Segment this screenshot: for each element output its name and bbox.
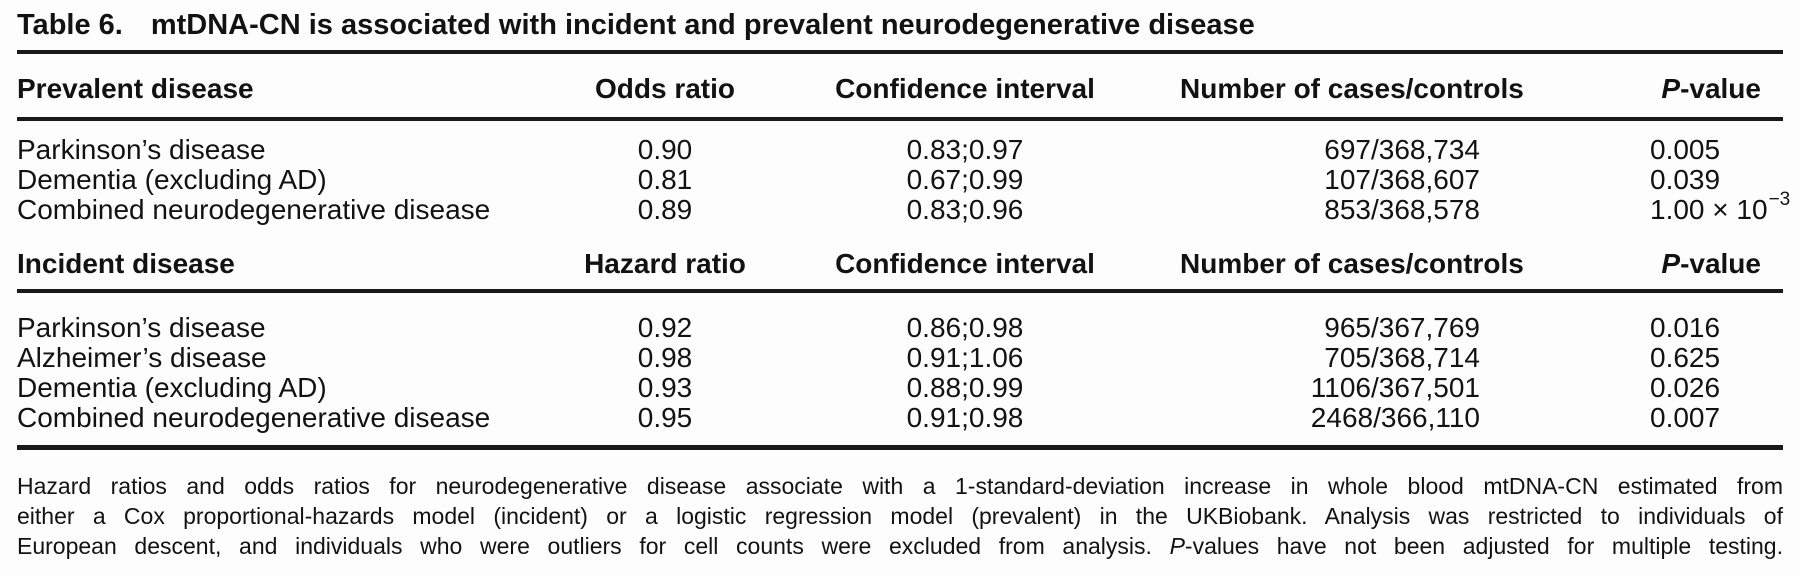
ci-cell: 0.86;0.98 <box>906 312 1024 343</box>
column-header-cases-controls: Number of cases/controls <box>1180 54 1524 121</box>
table-row: Dementia (excluding AD) 0.81 0.67;0.99 1… <box>17 165 1783 195</box>
disease-cell: Combined neurodegenerative disease <box>17 402 491 433</box>
disease-cell: Alzheimer’s disease <box>17 342 267 373</box>
table-row: Parkinson’s disease 0.90 0.83;0.97 697/3… <box>17 119 1783 165</box>
ratio-cell: 0.90 <box>637 134 693 165</box>
cases-cell: 965/367,769 <box>1324 312 1480 343</box>
cases-cell: 705/368,714 <box>1324 342 1480 373</box>
footnote-line: either a Cox proportional-hazards model … <box>17 503 1783 529</box>
ci-cell: 0.83;0.96 <box>906 194 1024 225</box>
ratio-cell: 0.89 <box>637 194 693 225</box>
ratio-cell: 0.93 <box>637 372 693 403</box>
column-header-hazard-ratio: Hazard ratio <box>580 225 750 293</box>
disease-cell: Combined neurodegenerative disease <box>17 194 491 225</box>
footnote-line: Hazard ratios and odds ratios for neurod… <box>17 473 1783 499</box>
table-row: Dementia (excluding AD) 0.93 0.88;0.99 1… <box>17 373 1783 403</box>
ratio-cell: 0.92 <box>637 312 693 343</box>
table-row: Parkinson’s disease 0.92 0.86;0.98 965/3… <box>17 291 1783 343</box>
ci-cell: 0.67;0.99 <box>906 164 1024 195</box>
ratio-cell: 0.81 <box>637 164 693 195</box>
prevalent-section: Prevalent disease Odds ratio Confidence … <box>17 54 1791 225</box>
footnote-line: European descent, and individuals who we… <box>17 533 1783 559</box>
ratio-cell: 0.95 <box>637 402 693 433</box>
column-header-p-value: P-value <box>1500 225 1783 293</box>
table-title: Table 6. mtDNA-CN is associated with inci… <box>17 0 1783 42</box>
pvalue-cell: 0.026 <box>1650 372 1721 403</box>
pvalue-cell: 0.005 <box>1650 134 1721 165</box>
pvalue-cell: 0.039 <box>1650 164 1721 195</box>
cases-cell: 107/368,607 <box>1324 164 1480 195</box>
table-number-label: Table 6. <box>17 9 123 41</box>
pvalue-cell: 0.016 <box>1650 312 1721 343</box>
incident-header-row: Incident disease Hazard ratio Confidence… <box>17 225 1783 293</box>
column-header-odds-ratio: Odds ratio <box>580 54 750 121</box>
incident-section: Incident disease Hazard ratio Confidence… <box>17 225 1783 445</box>
results-table: Prevalent disease Odds ratio Confidence … <box>17 54 1791 445</box>
cases-cell: 1106/367,501 <box>1310 372 1480 403</box>
pvalue-cell: 0.625 <box>1650 342 1721 373</box>
prevalent-header-row: Prevalent disease Odds ratio Confidence … <box>17 54 1783 121</box>
column-header-prevalent-disease: Prevalent disease <box>17 54 580 121</box>
table-row: Combined neurodegenerative disease 0.89 … <box>17 188 1791 225</box>
pvalue-cell: 0.007 <box>1650 402 1721 433</box>
column-header-cases-controls: Number of cases/controls <box>1180 225 1524 293</box>
ci-cell: 0.88;0.99 <box>906 372 1024 403</box>
table-footnote: Hazard ratios and odds ratios for neurod… <box>17 471 1783 561</box>
ci-cell: 0.91;0.98 <box>906 402 1024 433</box>
column-header-incident-disease: Incident disease <box>17 225 580 293</box>
column-header-p-value: P-value <box>1500 54 1783 121</box>
disease-cell: Parkinson’s disease <box>17 134 266 165</box>
bottom-rule <box>17 445 1783 450</box>
column-header-confidence-interval: Confidence interval <box>750 54 1180 121</box>
disease-cell: Parkinson’s disease <box>17 312 266 343</box>
cases-cell: 2468/366,110 <box>1310 402 1480 433</box>
table-row: Alzheimer’s disease 0.98 0.91;1.06 705/3… <box>17 343 1783 373</box>
ratio-cell: 0.98 <box>637 342 693 373</box>
pvalue-cell: 1.00 × 10−3 <box>1650 188 1791 225</box>
column-header-confidence-interval: Confidence interval <box>750 225 1180 293</box>
ci-cell: 0.83;0.97 <box>906 134 1024 165</box>
top-rule <box>17 50 1783 54</box>
table-row: Combined neurodegenerative disease 0.95 … <box>17 403 1783 445</box>
disease-cell: Dementia (excluding AD) <box>17 164 327 195</box>
table-title-text: mtDNA-CN is associated with incident and… <box>150 9 1255 41</box>
cases-cell: 697/368,734 <box>1324 134 1480 165</box>
ci-cell: 0.91;1.06 <box>906 342 1024 373</box>
cases-cell: 853/368,578 <box>1324 194 1480 225</box>
disease-cell: Dementia (excluding AD) <box>17 372 327 403</box>
